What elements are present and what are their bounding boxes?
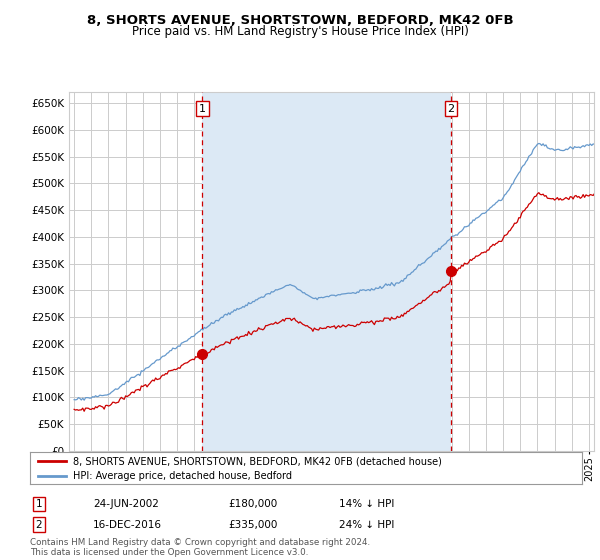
Text: 2: 2 [448,104,454,114]
Text: 2: 2 [35,520,43,530]
Text: 14% ↓ HPI: 14% ↓ HPI [339,499,394,509]
Text: HPI: Average price, detached house, Bedford: HPI: Average price, detached house, Bedf… [73,472,292,481]
Text: £180,000: £180,000 [228,499,277,509]
Text: 8, SHORTS AVENUE, SHORTSTOWN, BEDFORD, MK42 0FB (detached house): 8, SHORTS AVENUE, SHORTSTOWN, BEDFORD, M… [73,456,442,466]
Text: 24% ↓ HPI: 24% ↓ HPI [339,520,394,530]
Text: 1: 1 [35,499,43,509]
Text: 24-JUN-2002: 24-JUN-2002 [93,499,159,509]
Text: £335,000: £335,000 [228,520,277,530]
Text: Contains HM Land Registry data © Crown copyright and database right 2024.
This d: Contains HM Land Registry data © Crown c… [30,538,370,557]
Bar [202,92,451,451]
Text: Price paid vs. HM Land Registry's House Price Index (HPI): Price paid vs. HM Land Registry's House … [131,25,469,38]
Text: 8, SHORTS AVENUE, SHORTSTOWN, BEDFORD, MK42 0FB: 8, SHORTS AVENUE, SHORTSTOWN, BEDFORD, M… [86,14,514,27]
Text: 1: 1 [199,104,206,114]
Text: 16-DEC-2016: 16-DEC-2016 [93,520,162,530]
